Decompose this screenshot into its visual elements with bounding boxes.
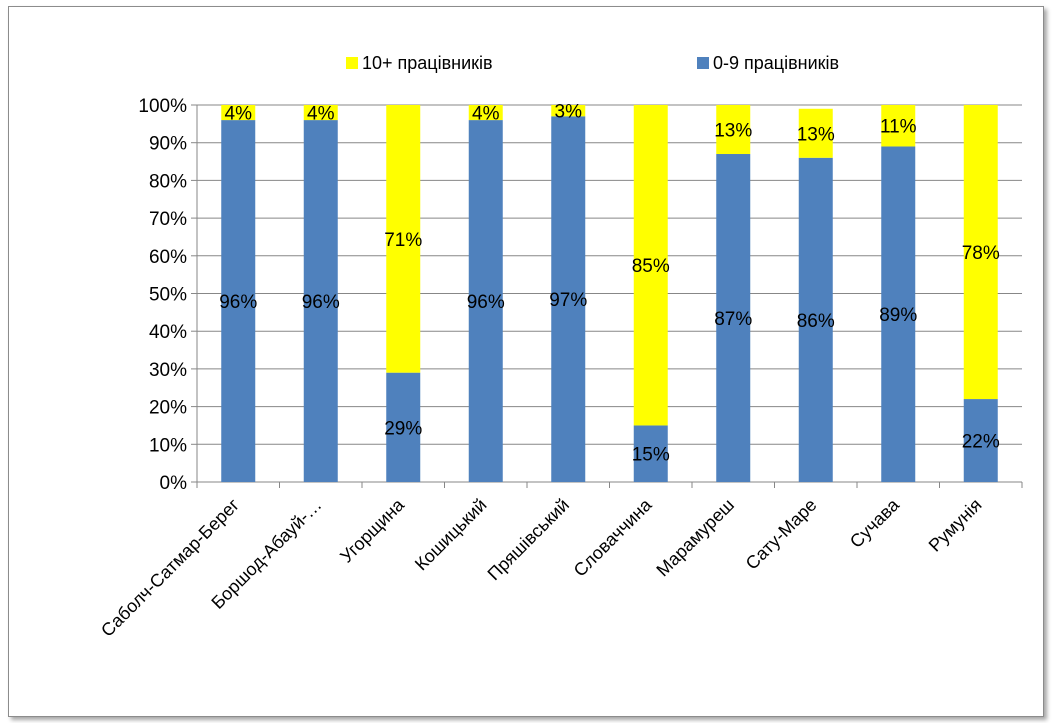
bar-small-0 [221, 120, 256, 482]
y-tick-label-7: 70% [149, 209, 187, 230]
data-label-0-8: 89% [879, 305, 917, 326]
bar-small-6 [716, 154, 751, 482]
bar-large-9 [963, 105, 998, 400]
x-category-label-9: Румунія [925, 495, 986, 556]
x-category-label-5: Словаччина [570, 494, 657, 581]
y-tick-label-4: 40% [149, 322, 187, 343]
data-label-1-5: 85% [632, 256, 670, 277]
data-label-1-1: 4% [307, 104, 335, 125]
data-label-0-3: 96% [467, 292, 505, 313]
bar-large-5 [633, 105, 668, 426]
y-tick-label-3: 30% [149, 360, 187, 381]
y-tick-label-5: 50% [149, 285, 187, 306]
data-label-1-0: 4% [225, 104, 253, 125]
x-category-label-7: Сату-Маре [742, 495, 821, 574]
data-label-0-4: 97% [549, 290, 587, 311]
bar-small-7 [798, 157, 833, 482]
bar-small-2 [386, 372, 421, 482]
data-label-1-3: 4% [472, 104, 500, 125]
legend: 10+ працівників 0-9 працівників [346, 53, 839, 73]
data-label-0-5: 15% [632, 445, 670, 466]
legend-label-1: 0-9 працівників [713, 53, 839, 73]
bar-large-8 [881, 105, 916, 147]
data-label-1-8: 11% [880, 117, 917, 138]
data-label-0-6: 87% [714, 309, 752, 330]
data-label-1-2: 71% [384, 230, 422, 251]
bar-small-5 [633, 425, 668, 482]
bar-large-0 [221, 105, 256, 121]
bar-large-6 [716, 105, 751, 155]
legend-label-0: 10+ працівників [362, 53, 493, 73]
data-label-1-9: 78% [962, 243, 1000, 264]
bar-large-7 [798, 108, 833, 158]
bar-small-1 [303, 120, 338, 482]
data-labels: 96% 4% 96% 4% 29% 71% 96% 4% 97% 3% 15% 85% 87% 13% 86… [219, 102, 1000, 466]
data-label-0-7: 86% [797, 311, 835, 332]
legend-swatch-1 [697, 57, 709, 69]
bar-small-4 [551, 116, 586, 482]
data-label-0-0: 96% [219, 292, 257, 313]
bars [221, 105, 998, 482]
y-tick-label-10: 100% [138, 96, 187, 117]
x-category-label-2: Угорщина [336, 494, 409, 567]
data-label-1-4: 3% [555, 102, 583, 123]
x-category-label-6: Марамуреш [652, 495, 738, 581]
y-tick-label-0: 0% [160, 473, 188, 494]
bar-large-2 [386, 105, 421, 373]
y-tick-label-2: 20% [149, 398, 187, 419]
y-tick-label-9: 90% [149, 134, 187, 155]
x-category-label-0: Саболч-Сатмар-Берег [97, 494, 243, 640]
bar-small-3 [468, 120, 503, 482]
data-label-0-9: 22% [962, 432, 1000, 453]
bar-small-9 [963, 399, 998, 482]
data-label-0-2: 29% [384, 418, 422, 439]
y-tick-label-8: 80% [149, 171, 187, 192]
x-category-label-8: Сучава [846, 494, 904, 552]
bar-large-1 [303, 105, 338, 121]
data-label-0-1: 96% [302, 292, 340, 313]
bar-large-4 [551, 105, 586, 117]
bar-large-3 [468, 105, 503, 121]
x-category-label-4: Пряшівський [484, 495, 574, 585]
x-category-label-3: Кошицький [411, 495, 491, 575]
chart-frame [8, 6, 1044, 717]
bar-small-8 [881, 146, 916, 482]
legend-swatch-0 [346, 57, 358, 69]
data-label-1-6: 13% [714, 121, 752, 142]
y-tick-label-1: 10% [149, 435, 187, 456]
data-label-1-7: 13% [797, 124, 835, 145]
y-tick-label-6: 60% [149, 247, 187, 268]
